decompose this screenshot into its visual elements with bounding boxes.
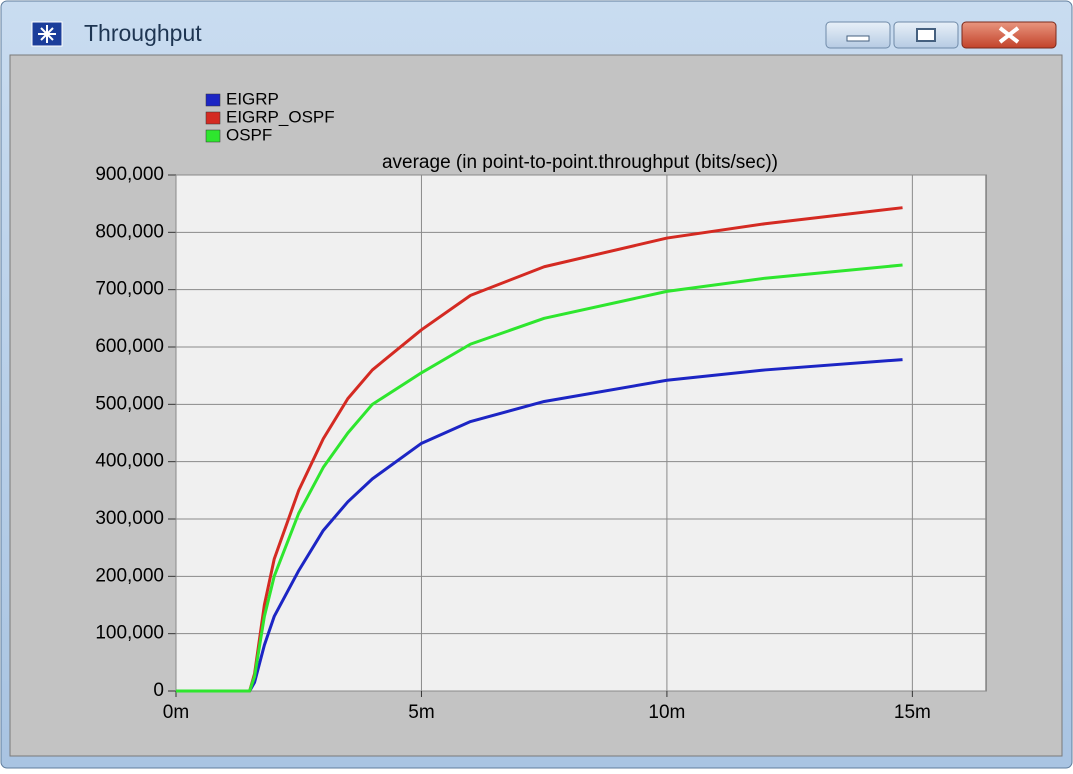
legend-swatch bbox=[205, 93, 221, 107]
legend-swatch bbox=[205, 111, 221, 125]
line-series bbox=[176, 358, 903, 693]
minimize-button[interactable] bbox=[825, 21, 891, 49]
minimize-glyph bbox=[846, 35, 870, 42]
legend-label: EIGRP bbox=[226, 89, 279, 108]
chart: average (in point-to-point.throughput (b… bbox=[95, 89, 987, 723]
chart-title: average (in point-to-point.throughput (b… bbox=[382, 152, 778, 173]
y-tick-label: 800,000 bbox=[95, 221, 164, 242]
x-tick-label: 0m bbox=[163, 702, 189, 723]
legend-swatch bbox=[205, 129, 221, 143]
y-tick-label: 500,000 bbox=[95, 393, 164, 414]
y-tick-label: 300,000 bbox=[95, 508, 164, 529]
window-title: Throughput bbox=[84, 20, 202, 46]
y-tick-label: 200,000 bbox=[95, 565, 164, 586]
close-glyph bbox=[998, 26, 1020, 44]
x-tick-label: 5m bbox=[408, 702, 434, 723]
y-tick-label: 0 bbox=[153, 680, 164, 701]
maximize-glyph bbox=[916, 28, 936, 42]
y-tick-label: 700,000 bbox=[95, 279, 164, 300]
y-tick-label: 600,000 bbox=[95, 336, 164, 357]
legend-label: EIGRP_OSPF bbox=[226, 107, 335, 126]
window-icon-star bbox=[38, 25, 56, 43]
x-tick-label: 10m bbox=[648, 702, 685, 723]
y-tick-label: 900,000 bbox=[95, 164, 164, 185]
y-tick-label: 400,000 bbox=[95, 451, 164, 472]
y-tick-label: 100,000 bbox=[95, 623, 164, 644]
x-tick-label: 15m bbox=[894, 702, 931, 723]
plot-area bbox=[175, 174, 987, 692]
line-series bbox=[176, 263, 903, 693]
legend-label: OSPF bbox=[226, 125, 272, 144]
